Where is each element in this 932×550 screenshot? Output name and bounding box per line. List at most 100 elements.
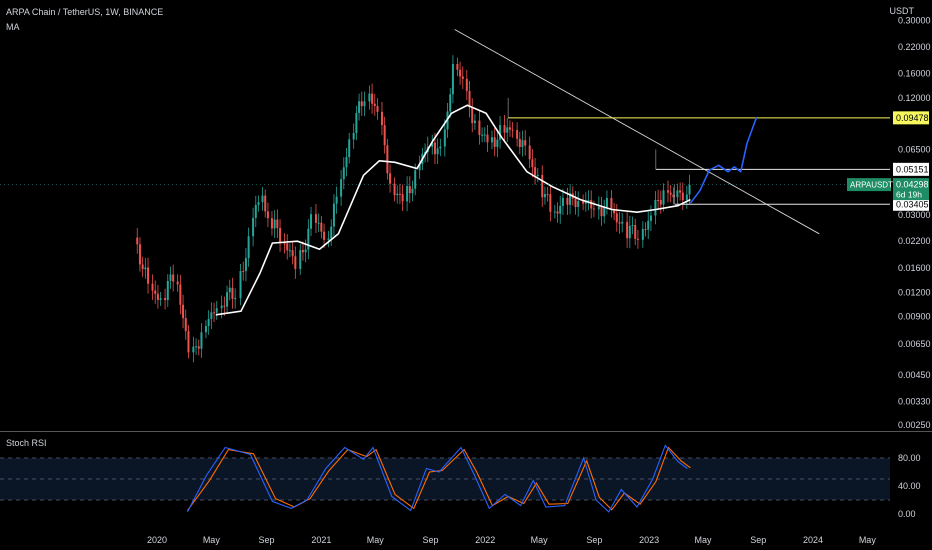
candle-body	[288, 250, 291, 252]
candle	[231, 277, 234, 309]
candle-body	[536, 174, 539, 176]
candle-body	[569, 193, 572, 205]
candle-body	[299, 250, 302, 269]
candle	[261, 187, 264, 211]
price-axis-tick: 0.22000	[898, 42, 931, 52]
stoch-rsi-band	[0, 458, 890, 500]
candle	[644, 222, 647, 237]
candle-body	[654, 199, 657, 216]
candle	[355, 105, 358, 141]
candle-body	[615, 213, 618, 223]
candle-body	[592, 208, 595, 210]
candle	[288, 243, 291, 258]
candle-body	[461, 76, 464, 79]
candle	[172, 264, 175, 292]
candle	[320, 216, 323, 239]
candle	[621, 212, 624, 233]
candle	[603, 199, 606, 224]
candle-body	[376, 105, 379, 112]
candle	[654, 191, 657, 225]
candle-body	[244, 258, 247, 272]
candle-body	[270, 218, 273, 229]
candle	[681, 182, 684, 210]
candle	[252, 207, 255, 247]
candle-body	[582, 201, 585, 204]
candle	[358, 93, 361, 121]
candle-body	[451, 63, 454, 95]
candle	[138, 237, 141, 272]
candle	[200, 323, 203, 358]
candle-body	[200, 332, 203, 349]
candle-body	[352, 133, 355, 140]
candle	[147, 257, 150, 294]
candle-body	[239, 271, 242, 299]
ma-indicator-label[interactable]: MA	[6, 22, 20, 32]
time-axis-label: May	[694, 535, 712, 545]
candle-body	[478, 120, 481, 135]
candle-body	[363, 101, 366, 107]
candle	[490, 130, 493, 150]
candle	[597, 196, 600, 220]
candle-body	[371, 93, 374, 104]
level-low-label-box	[893, 197, 929, 211]
candle-body	[418, 164, 421, 171]
candle-body	[304, 249, 307, 253]
ticker-box	[847, 178, 891, 192]
time-axis-label: May	[203, 535, 221, 545]
candle	[159, 291, 162, 306]
time-axis-label: 2023	[639, 535, 659, 545]
candle	[534, 157, 537, 185]
candle-body	[679, 190, 682, 193]
candle	[276, 209, 279, 239]
candle	[577, 191, 580, 217]
candle	[516, 122, 519, 147]
level-high-label[interactable]: 0.09478	[893, 111, 929, 125]
candle	[368, 85, 371, 110]
candle	[363, 91, 366, 117]
candle	[465, 69, 468, 100]
candle	[628, 215, 631, 249]
candle-body	[330, 226, 333, 239]
price-axis-tick: 0.00450	[898, 370, 931, 380]
candle-body	[456, 63, 459, 70]
candle-body	[657, 199, 660, 201]
candle	[473, 113, 476, 130]
descending-trendline[interactable]	[454, 29, 820, 235]
candle-body	[273, 219, 276, 229]
candle	[228, 279, 231, 301]
candle-body	[195, 346, 198, 348]
candle	[197, 339, 200, 356]
candle	[449, 88, 452, 118]
candle-body	[597, 206, 600, 210]
candle-body	[151, 283, 154, 291]
candle-body	[373, 103, 376, 106]
candle	[182, 294, 185, 329]
candle-body	[401, 194, 404, 202]
candle	[340, 169, 343, 206]
candle	[283, 233, 286, 254]
projection-path[interactable]	[689, 117, 758, 204]
candle	[439, 138, 442, 157]
candle	[220, 295, 223, 319]
candle-body	[436, 148, 439, 155]
candle-body	[543, 194, 546, 198]
level-mid-label[interactable]: 0.05151	[893, 162, 929, 176]
candle	[569, 183, 572, 215]
candle-body	[310, 214, 313, 229]
candle	[443, 119, 446, 157]
stoch-rsi-title[interactable]: Stoch RSI	[6, 438, 47, 448]
candle	[451, 55, 454, 104]
candle	[169, 266, 172, 289]
level-low-label[interactable]: 0.03405	[893, 197, 929, 211]
candle-body	[490, 137, 493, 143]
candle	[164, 288, 167, 310]
candle	[210, 302, 213, 330]
candle-body	[628, 225, 631, 239]
candle	[499, 116, 502, 149]
candle-body	[662, 190, 665, 205]
candle-body	[411, 188, 414, 194]
candle	[215, 301, 218, 320]
candle	[301, 241, 304, 261]
